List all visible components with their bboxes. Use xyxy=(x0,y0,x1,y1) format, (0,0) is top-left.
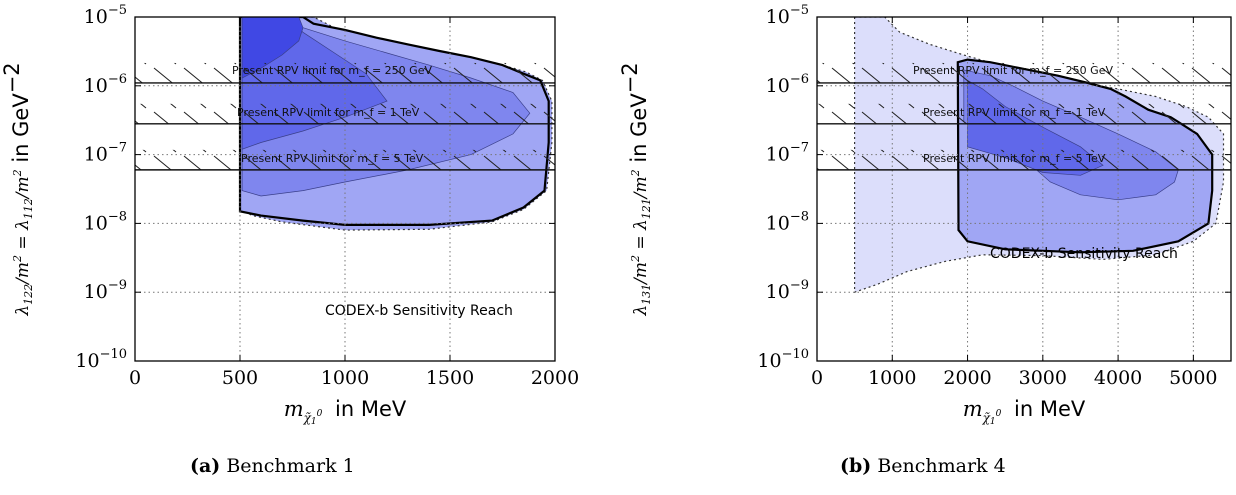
x-tick-label: 3000 xyxy=(1019,367,1067,389)
limit-hatch xyxy=(135,149,555,170)
x-tick-label: 2000 xyxy=(943,367,991,389)
sensitivity-annotation: CODEX-b Sensitivity Reach xyxy=(325,303,513,319)
y-axis-label: λ122/m2 = λ112/m2 in GeV−2 xyxy=(0,62,35,316)
caption-a-label: (a) xyxy=(190,455,221,477)
figure-panel-a: Present RPV limit for m_f = 250 GeV Prese… xyxy=(0,0,600,495)
x-tick-label: 5000 xyxy=(1169,367,1217,389)
x-axis-label: mχ̃10 in MeV xyxy=(963,397,1086,427)
limit-label: Present RPV limit for m_f = 250 GeV xyxy=(232,64,432,77)
chart-a: Present RPV limit for m_f = 250 GeV Prese… xyxy=(0,3,579,427)
y-tick-label: 10−8 xyxy=(766,209,809,234)
limit-label: Present RPV limit for m_f = 250 GeV xyxy=(913,64,1113,77)
x-tick-label: 500 xyxy=(222,367,258,389)
y-tick-label: 10−5 xyxy=(766,3,809,28)
y-tick-label: 10−10 xyxy=(75,347,127,372)
caption-b-label: (b) xyxy=(840,455,872,477)
limit-hatch xyxy=(135,62,555,83)
limit-hatch xyxy=(817,103,1231,124)
y-tick-label: 10−6 xyxy=(766,72,809,97)
plot-frame xyxy=(816,16,1232,362)
x-tick-label: 4000 xyxy=(1094,367,1142,389)
figure-panel-b: Present RPV limit for m_f = 250 GeV Prese… xyxy=(618,0,1236,495)
sensitivity-annotation: CODEX-b Sensitivity Reach xyxy=(990,246,1178,262)
y-tick-label: 10−7 xyxy=(84,141,127,166)
limit-label: Present RPV limit for m_f = 1 TeV xyxy=(923,106,1106,119)
limit-label: Present RPV limit for m_f = 5 TeV xyxy=(923,152,1106,165)
y-tick-label: 10−5 xyxy=(84,3,127,28)
x-tick-label: 1500 xyxy=(426,367,474,389)
x-tick-label: 1000 xyxy=(321,367,369,389)
y-tick-label: 10−9 xyxy=(766,278,809,303)
limit-hatch xyxy=(817,62,1231,83)
chart-b: Present RPV limit for m_f = 250 GeV Prese… xyxy=(618,3,1232,427)
x-tick-label: 0 xyxy=(129,367,141,389)
plot-area-a: Present RPV limit for m_f = 250 GeV Prese… xyxy=(135,17,555,361)
y-tick-label: 10−10 xyxy=(757,347,809,372)
svg-text:λ131/m2 = λ121/m2 in GeV−2: λ131/m2 = λ121/m2 in GeV−2 xyxy=(618,62,653,316)
y-tick-label: 10−6 xyxy=(84,72,127,97)
limit-hatch xyxy=(817,149,1231,170)
y-axis-label: λ131/m2 = λ121/m2 in GeV−2 xyxy=(618,62,653,316)
y-tick-label: 10−9 xyxy=(84,278,127,303)
y-tick-label: 10−7 xyxy=(766,141,809,166)
limit-hatch xyxy=(135,103,555,124)
x-tick-label: 2000 xyxy=(531,367,579,389)
caption-a: (a) Benchmark 1 xyxy=(190,455,355,477)
svg-text:λ122/m2 = λ112/m2 in GeV−2: λ122/m2 = λ112/m2 in GeV−2 xyxy=(0,62,35,316)
x-tick-label: 0 xyxy=(811,367,823,389)
limit-label: Present RPV limit for m_f = 5 TeV xyxy=(241,152,424,165)
caption-b-text: Benchmark 4 xyxy=(877,455,1006,477)
limit-label: Present RPV limit for m_f = 1 TeV xyxy=(237,106,420,119)
caption-a-text: Benchmark 1 xyxy=(226,455,355,477)
x-tick-label: 1000 xyxy=(868,367,916,389)
x-axis-label: mχ̃10 in MeV xyxy=(284,397,407,427)
y-tick-label: 10−8 xyxy=(84,209,127,234)
caption-b: (b) Benchmark 4 xyxy=(840,455,1006,477)
plot-area-b: Present RPV limit for m_f = 250 GeV Prese… xyxy=(817,17,1231,361)
